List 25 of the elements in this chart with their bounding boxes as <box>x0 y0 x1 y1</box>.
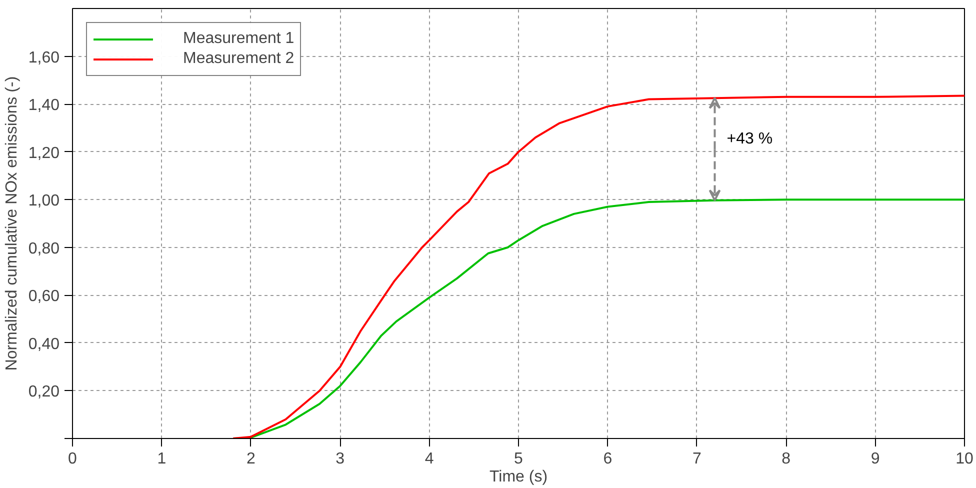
x-tick-label: 1 <box>157 450 166 468</box>
legend-label: Measurement 1 <box>183 30 294 48</box>
y-tick-label: 0,60 <box>28 288 60 306</box>
x-tick-label: 5 <box>514 450 524 468</box>
legend-label: Measurement 2 <box>183 50 294 68</box>
x-tick-label: 0 <box>68 450 78 468</box>
y-tick-label: 1,60 <box>28 49 60 66</box>
x-tick-label: 7 <box>692 450 702 468</box>
x-axis-title: Time (s) <box>489 468 548 486</box>
y-tick-label: 1,00 <box>28 192 60 210</box>
line-series <box>232 94 964 438</box>
y-tick-label: 0,80 <box>28 240 60 258</box>
y-tick-label: 0,20 <box>28 384 60 401</box>
x-tick-label: 4 <box>424 450 434 468</box>
y-tick-label: 1,40 <box>28 97 60 114</box>
y-tick-label: 0,40 <box>28 336 60 353</box>
y-axis-title: Normalized cumulative NOx emissions (-) <box>3 76 20 371</box>
x-tick-label: 9 <box>870 450 880 468</box>
x-tick-label: 3 <box>336 450 345 468</box>
annotation: +43 % <box>726 130 773 148</box>
x-tick-label: 6 <box>603 450 612 468</box>
x-tick-label: 10 <box>956 450 974 468</box>
y-tick-label: 1,20 <box>28 144 60 162</box>
x-tick-label: 8 <box>782 450 791 468</box>
x-tick-label: 2 <box>246 450 256 468</box>
